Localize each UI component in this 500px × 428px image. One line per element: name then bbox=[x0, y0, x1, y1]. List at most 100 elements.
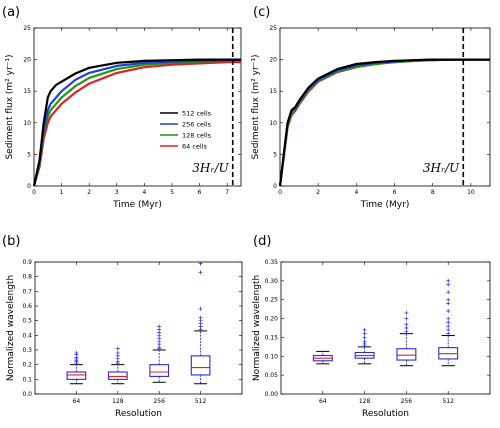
outlier-marker bbox=[362, 327, 367, 332]
y-tick-label: 0.25 bbox=[265, 297, 279, 304]
y-tick-label: 0.00 bbox=[265, 391, 279, 398]
y-tick-label: 15 bbox=[23, 88, 31, 95]
outlier-marker bbox=[446, 309, 451, 314]
x-tick-label: 0 bbox=[32, 189, 36, 196]
y-axis-title: Sediment flux (m² yr⁻¹) bbox=[251, 54, 261, 159]
outlier-marker bbox=[198, 315, 203, 320]
panel-label-a: (a) bbox=[2, 5, 20, 20]
outlier-marker bbox=[446, 320, 451, 325]
panel-label-c: (c) bbox=[253, 5, 270, 20]
box bbox=[66, 371, 87, 380]
plot-frame bbox=[280, 261, 491, 395]
outlier-marker bbox=[446, 278, 451, 283]
y-tick-label: 0.1 bbox=[22, 376, 32, 383]
y-tick-label: 0.0 bbox=[22, 391, 32, 398]
panel-label-d: (d) bbox=[253, 234, 271, 249]
x-axis-title: Time (Myr) bbox=[112, 200, 162, 210]
series-line bbox=[32, 59, 241, 187]
legend-entry: 512 cells bbox=[182, 110, 212, 118]
outlier-marker bbox=[404, 316, 409, 321]
y-tick-label: 5 bbox=[27, 151, 31, 158]
x-axis-title: Time (Myr) bbox=[360, 200, 410, 210]
y-tick-label: 15 bbox=[269, 88, 277, 95]
y-tick-label: 0.2 bbox=[22, 362, 32, 369]
outlier-marker bbox=[446, 324, 451, 329]
y-tick-label: 0.8 bbox=[22, 274, 32, 281]
box bbox=[396, 348, 417, 361]
x-tick-label: 64 bbox=[319, 398, 327, 405]
y-tick-label: 0.05 bbox=[265, 372, 279, 379]
x-tick-label: 256 bbox=[401, 398, 413, 405]
x-tick-label: 2 bbox=[87, 189, 91, 196]
outlier-marker bbox=[198, 270, 203, 275]
y-tick-label: 10 bbox=[23, 120, 31, 127]
legend-entry: 256 cells bbox=[182, 121, 212, 129]
box bbox=[190, 355, 211, 376]
x-tick-label: 2 bbox=[316, 189, 320, 196]
box bbox=[149, 364, 170, 377]
outlier-marker bbox=[198, 306, 203, 311]
y-tick-label: 20 bbox=[23, 57, 31, 64]
y-tick-label: 0.15 bbox=[265, 334, 279, 341]
y-tick-label: 0 bbox=[273, 183, 277, 190]
y-tick-label: 0.6 bbox=[22, 303, 32, 310]
outlier-marker bbox=[404, 326, 409, 330]
y-axis-title: Sediment flux (m² yr⁻¹) bbox=[5, 54, 15, 159]
outlier-marker bbox=[404, 329, 409, 334]
outlier-marker bbox=[446, 327, 451, 332]
x-tick-label: 4 bbox=[142, 189, 146, 196]
y-tick-label: 0.35 bbox=[265, 259, 279, 266]
outlier-marker bbox=[362, 331, 367, 336]
outlier-marker bbox=[198, 261, 203, 266]
outlier-marker bbox=[446, 297, 451, 302]
outlier-marker bbox=[446, 290, 451, 295]
y-tick-label: 0.9 bbox=[22, 259, 32, 266]
x-tick-label: 128 bbox=[359, 398, 371, 405]
x-tick-label: 128 bbox=[112, 398, 124, 405]
x-tick-label: 4 bbox=[354, 189, 358, 196]
y-tick-label: 0.3 bbox=[22, 347, 32, 354]
chart-b-normalized-wavelength: 0.0 0.1 0.2 0.3 0.4 0.5 0.6 0.7 0.8 0.9 Normalized… bbox=[6, 259, 243, 419]
outlier-marker bbox=[115, 350, 120, 355]
outlier-marker bbox=[446, 316, 451, 321]
plot-frame bbox=[33, 27, 242, 187]
y-tick-label: 25 bbox=[23, 25, 31, 32]
x-tick-label: 256 bbox=[153, 398, 165, 405]
y-axis-title: Normalized wavelength bbox=[252, 275, 262, 381]
x-tick-label: 6 bbox=[198, 189, 202, 196]
outlier-marker bbox=[446, 301, 451, 306]
y-tick-label: 25 bbox=[269, 25, 277, 32]
plot-frame bbox=[279, 27, 491, 187]
y-tick-label: 5 bbox=[273, 151, 277, 158]
y-tick-label: 0 bbox=[27, 183, 31, 190]
time-annotation: 3Hᵣ/U bbox=[423, 161, 460, 175]
y-tick-label: 0.5 bbox=[22, 318, 32, 325]
chart-d-normalized-wavelength: 0.00 0.05 0.10 0.15 0.20 0.25 0.30 0.35 Normaliz… bbox=[252, 259, 491, 419]
panel-label-b: (b) bbox=[2, 234, 20, 249]
outlier-marker bbox=[157, 324, 162, 329]
x-axis-title: Resolution bbox=[115, 409, 162, 419]
y-tick-label: 20 bbox=[269, 57, 277, 64]
x-tick-label: 3 bbox=[115, 189, 119, 196]
y-tick-label: 0.30 bbox=[265, 278, 279, 285]
time-annotation: 3Hᵣ/U bbox=[192, 161, 229, 175]
y-axis-title: Normalized wavelength bbox=[6, 275, 16, 381]
plot-frame bbox=[34, 261, 243, 395]
outlier-marker bbox=[446, 331, 451, 336]
series-line bbox=[278, 58, 490, 187]
y-tick-label: 0.4 bbox=[22, 332, 32, 339]
x-tick-label: 8 bbox=[431, 189, 435, 196]
series-line bbox=[32, 60, 241, 187]
x-tick-label: 512 bbox=[195, 398, 207, 405]
y-tick-label: 0.10 bbox=[265, 353, 279, 360]
x-tick-label: 0 bbox=[278, 189, 282, 196]
legend-entry: 64 cells bbox=[182, 143, 208, 151]
x-axis-title: Resolution bbox=[362, 409, 409, 419]
x-tick-label: 512 bbox=[442, 398, 454, 405]
outlier-marker bbox=[362, 339, 367, 344]
y-tick-label: 0.7 bbox=[22, 288, 32, 295]
y-tick-label: 10 bbox=[269, 120, 277, 127]
